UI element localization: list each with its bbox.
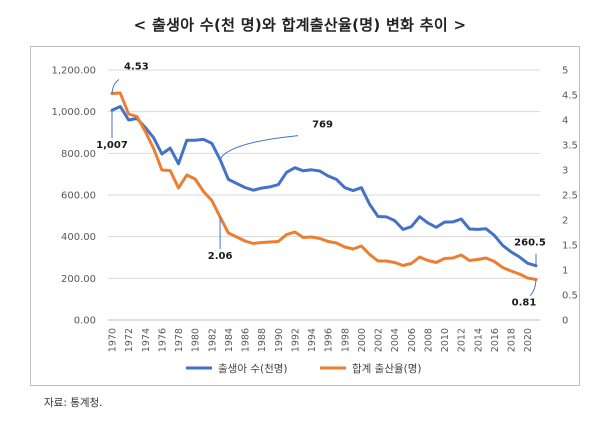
x-tick-label: 1982	[207, 328, 218, 352]
annotations: 4.53 1,007 769 2.06 260.5 0.81	[96, 62, 546, 309]
x-tick-label: 1998	[340, 328, 351, 352]
source-note: 자료: 통계청.	[44, 397, 103, 409]
x-tick-label: 2010	[440, 328, 451, 352]
y-right-tick-label: 5	[562, 66, 568, 77]
data-label: 4.53	[124, 62, 149, 73]
annotation-leader-line	[111, 79, 120, 94]
y-right-tick-label: 3	[562, 166, 568, 177]
x-tick-label: 2008	[423, 328, 434, 352]
x-tick-label: 2016	[490, 328, 501, 352]
x-tick-label: 1990	[274, 328, 285, 352]
legend: 출생아 수(천명) 합계 출산율(명)	[186, 363, 422, 375]
y-right-tick-label: 1.5	[562, 241, 578, 252]
y-right-tick-label: 0.5	[562, 291, 578, 302]
births-series-line	[110, 105, 538, 268]
legend-label-births: 출생아 수(천명)	[218, 363, 288, 375]
annotation-leader-line	[529, 279, 537, 296]
data-label: 260.5	[514, 238, 546, 249]
x-tick-label: 2012	[457, 328, 468, 352]
y-right-tick-label: 1	[562, 266, 568, 277]
right-y-axis: 0 0.5 1 1.5 2 2.5 3 3.5 4 4.5 5	[562, 66, 578, 327]
x-tick-label: 1976	[157, 328, 168, 352]
x-tick-label: 1972	[124, 328, 135, 352]
y-right-tick-label: 2.5	[562, 191, 578, 202]
series-lines	[110, 91, 538, 281]
x-tick-label: 2006	[407, 328, 418, 352]
x-tick-label: 1996	[324, 328, 335, 352]
y-left-tick-label: 800.00	[61, 149, 96, 160]
x-tick-label: 2002	[374, 328, 385, 352]
x-tick-label: 1994	[307, 328, 318, 352]
y-left-tick-label: 200.00	[61, 274, 96, 285]
x-tick-label: 2014	[473, 328, 484, 352]
x-tick-label: 1980	[191, 328, 202, 352]
y-right-tick-label: 3.5	[562, 141, 578, 152]
legend-label-fertility: 합계 출산율(명)	[352, 363, 422, 375]
data-label: 2.06	[208, 251, 233, 262]
x-tick-label: 2018	[507, 328, 518, 352]
y-left-tick-label: 1,200.00	[51, 66, 96, 77]
y-left-tick-label: 600.00	[61, 191, 96, 202]
x-tick-label: 2020	[523, 328, 534, 352]
x-tick-label: 1978	[174, 328, 185, 352]
y-right-tick-label: 4	[562, 116, 568, 127]
x-axis: 1970 1972 1974 1976 1978 1980 1982 1984 1986 1988…	[108, 319, 540, 352]
y-left-tick-label: 1,000.00	[51, 107, 96, 118]
x-tick-label: 2000	[357, 328, 368, 352]
x-tick-label: 1984	[224, 328, 235, 352]
x-tick-label: 1970	[108, 328, 119, 352]
x-tick-label: 1992	[290, 328, 301, 352]
data-label: 769	[312, 120, 333, 131]
data-label: 1,007	[96, 140, 128, 151]
left-y-axis: 0.00 200.00 400.00 600.00 800.00 1,000.00 1,20…	[51, 66, 96, 327]
y-right-tick-label: 2	[562, 216, 568, 227]
fertility-series-line	[110, 91, 538, 281]
y-right-tick-label: 4.5	[562, 91, 578, 102]
page-title: < 출생아 수(천 명)와 합계출산율(명) 변화 추이 >	[133, 16, 467, 34]
y-left-tick-label: 0.00	[74, 316, 96, 327]
chart-frame	[30, 46, 580, 386]
y-right-tick-label: 0	[562, 316, 568, 327]
data-label: 0.81	[512, 298, 537, 309]
gridlines	[108, 69, 540, 321]
x-tick-label: 1988	[257, 328, 268, 352]
y-left-tick-label: 400.00	[61, 232, 96, 243]
x-tick-label: 1974	[141, 328, 152, 352]
x-tick-label: 2004	[390, 328, 401, 352]
x-tick-label: 1986	[241, 328, 252, 352]
annotation-leader-line	[219, 135, 299, 160]
